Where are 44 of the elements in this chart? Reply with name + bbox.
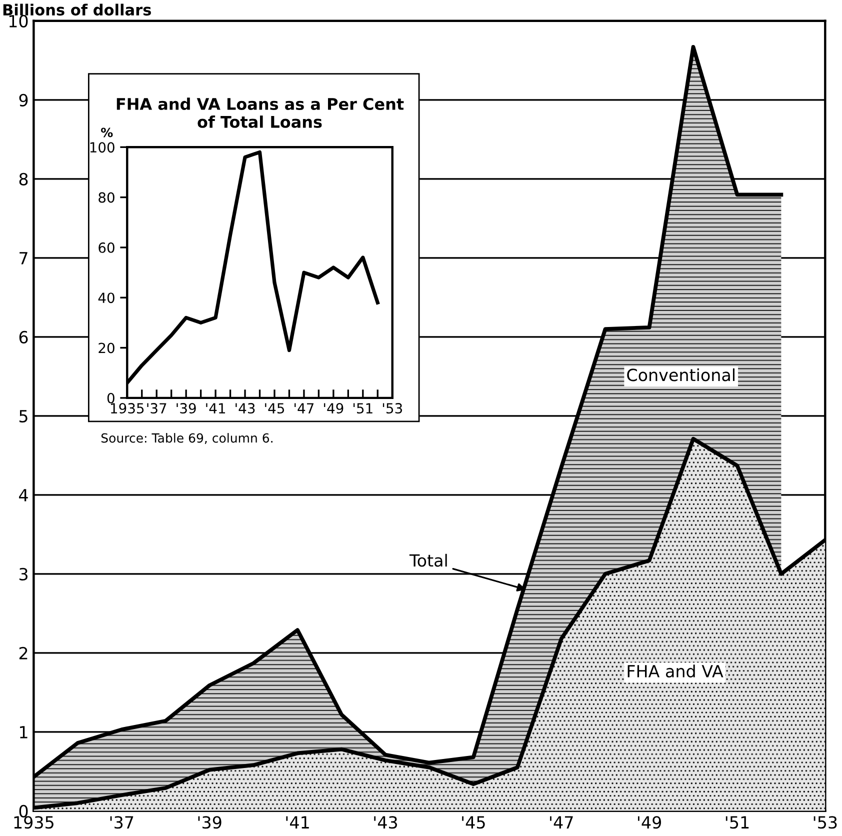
annotation: Source: Table 69, column 6. xyxy=(101,433,272,444)
x-tick-label: '53 xyxy=(814,816,837,829)
x-tick-label: 1935 xyxy=(110,403,144,414)
annotation: FHA and VA xyxy=(628,664,724,678)
y-tick-label: 0 xyxy=(107,392,114,404)
y-tick-label: 7 xyxy=(20,252,28,264)
x-tick-label: '51 xyxy=(353,403,372,414)
annotation: Total xyxy=(409,554,447,567)
y-tick-label: 8 xyxy=(19,172,28,186)
x-tick-label: 1935 xyxy=(14,816,54,829)
chart-title: FHA and VA Loans as a Per Cent of Total Loans xyxy=(116,98,404,128)
y-tick-label: 10 xyxy=(9,14,28,28)
annotation: Conventional xyxy=(627,368,734,382)
x-tick-label: '47 xyxy=(294,403,314,414)
x-tick-label: '51 xyxy=(726,816,749,829)
y-axis-title: Billions of dollars xyxy=(3,4,151,16)
y-tick-label: 2 xyxy=(19,646,28,660)
x-tick-label: '41 xyxy=(206,403,226,414)
y-tick-label: 3 xyxy=(19,568,28,580)
y-tick-label: 9 xyxy=(19,94,28,106)
x-tick-label: '49 xyxy=(638,816,661,829)
y-tick-label: 4 xyxy=(19,489,28,502)
x-tick-label: '43 xyxy=(236,403,255,414)
y-tick-label: 1 xyxy=(20,726,28,738)
x-tick-label: '43 xyxy=(374,816,398,829)
x-tick-label: '37 xyxy=(110,816,134,829)
x-tick-label: '37 xyxy=(147,403,166,414)
x-tick-label: '45 xyxy=(265,403,284,414)
y-tick-label: 60 xyxy=(98,242,114,253)
x-tick-label: '39 xyxy=(176,403,196,414)
y-axis-title: % xyxy=(101,128,113,138)
y-tick-label: 5 xyxy=(20,410,28,422)
x-tick-label: '49 xyxy=(324,403,344,414)
y-tick-label: 100 xyxy=(90,142,114,153)
y-tick-label: 40 xyxy=(98,292,114,304)
y-tick-label: 80 xyxy=(98,192,114,203)
y-tick-label: 6 xyxy=(19,330,28,344)
x-tick-label: '53 xyxy=(382,403,402,414)
y-tick-label: 20 xyxy=(98,342,114,354)
x-tick-label: '47 xyxy=(550,816,573,828)
x-tick-label: '39 xyxy=(198,816,222,829)
y-tick-label: 0 xyxy=(19,804,28,818)
x-tick-label: '41 xyxy=(286,816,309,828)
x-tick-label: '45 xyxy=(462,816,485,829)
